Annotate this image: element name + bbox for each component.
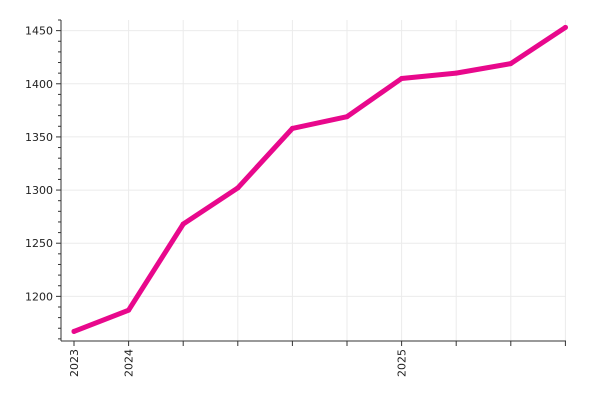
data-point <box>562 24 568 30</box>
x-tick-label: 2023 <box>68 349 81 377</box>
data-point <box>508 61 514 67</box>
y-tick-label: 1250 <box>25 237 53 250</box>
y-tick-label: 1200 <box>25 290 53 303</box>
data-point <box>180 221 186 227</box>
x-tick-label: 2025 <box>396 349 409 377</box>
grid-layer <box>61 20 566 341</box>
y-tick-label: 1300 <box>25 184 53 197</box>
series-line <box>71 24 568 334</box>
data-point <box>453 70 459 76</box>
x-tick-label: 2024 <box>123 349 136 377</box>
data-point <box>126 307 132 313</box>
data-point <box>399 75 405 81</box>
axes-layer: 1200 1250 1300 1350 1400 1450 2023 2024 2025 <box>25 19 566 377</box>
y-tick-label: 1450 <box>25 25 53 38</box>
y-tick-label: 1400 <box>25 78 53 91</box>
data-point <box>344 114 350 120</box>
data-point <box>289 125 295 131</box>
data-point <box>235 185 241 191</box>
y-tick-label: 1350 <box>25 131 53 144</box>
series-layer <box>71 24 568 334</box>
data-point <box>71 328 77 334</box>
